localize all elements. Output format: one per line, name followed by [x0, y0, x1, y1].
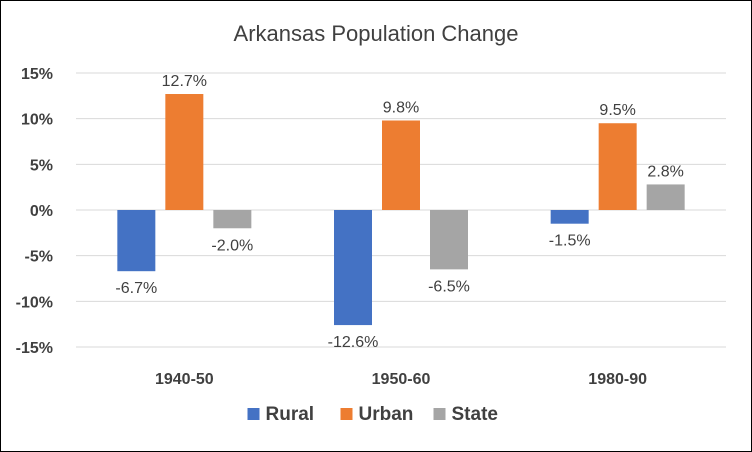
- legend-swatch-state: [433, 408, 446, 420]
- y-tick-label: 5%: [30, 157, 53, 174]
- legend-label-rural: Rural: [266, 404, 315, 425]
- legend-label-urban: Urban: [359, 404, 414, 425]
- y-tick-label: 0%: [30, 203, 53, 220]
- y-tick-label: 10%: [21, 112, 53, 129]
- data-label: 2.8%: [647, 163, 683, 180]
- data-label: -6.7%: [115, 280, 157, 297]
- bar-state-1980-90: [646, 184, 685, 210]
- bar-rural-1950-60: [334, 210, 372, 326]
- y-tick-label: 15%: [21, 66, 53, 83]
- bar-urban-1980-90: [598, 123, 637, 210]
- data-label: 9.8%: [383, 99, 419, 116]
- legend-swatch-rural: [247, 408, 260, 420]
- legend-label-state: State: [452, 404, 498, 425]
- data-label: -6.5%: [428, 278, 470, 295]
- x-category-label: 1950-60: [372, 371, 431, 388]
- data-label: -1.5%: [549, 233, 591, 250]
- legend: Rural Urban State: [247, 404, 498, 425]
- legend-swatch-urban: [340, 408, 353, 420]
- bars: [117, 94, 685, 326]
- y-tick-label: -10%: [16, 294, 53, 311]
- data-label: 9.5%: [599, 102, 635, 119]
- data-labels: -6.7% 12.7% -2.0% -12.6% 9.8% -6.5% -1.5% 9.5% 2…: [115, 73, 683, 351]
- bar-rural-1940-50: [117, 210, 156, 272]
- bar-state-1940-50: [213, 210, 252, 229]
- chart-title: Arkansas Population Change: [234, 21, 519, 46]
- bar-urban-1940-50: [165, 94, 204, 210]
- x-axis-categories: 1940-50 1950-60 1980-90: [155, 371, 647, 388]
- y-axis-ticks: 15% 10% 5% 0% -5% -10% -15%: [16, 66, 53, 357]
- data-label: -2.0%: [211, 237, 253, 254]
- x-category-label: 1940-50: [155, 371, 214, 388]
- data-label: -12.6%: [328, 334, 379, 351]
- data-label: 12.7%: [162, 73, 207, 90]
- bar-rural-1980-90: [550, 210, 589, 224]
- bar-urban-1950-60: [382, 120, 420, 210]
- y-tick-label: -15%: [16, 340, 53, 357]
- bar-state-1950-60: [430, 210, 468, 270]
- x-category-label: 1980-90: [588, 371, 647, 388]
- y-tick-label: -5%: [25, 249, 53, 266]
